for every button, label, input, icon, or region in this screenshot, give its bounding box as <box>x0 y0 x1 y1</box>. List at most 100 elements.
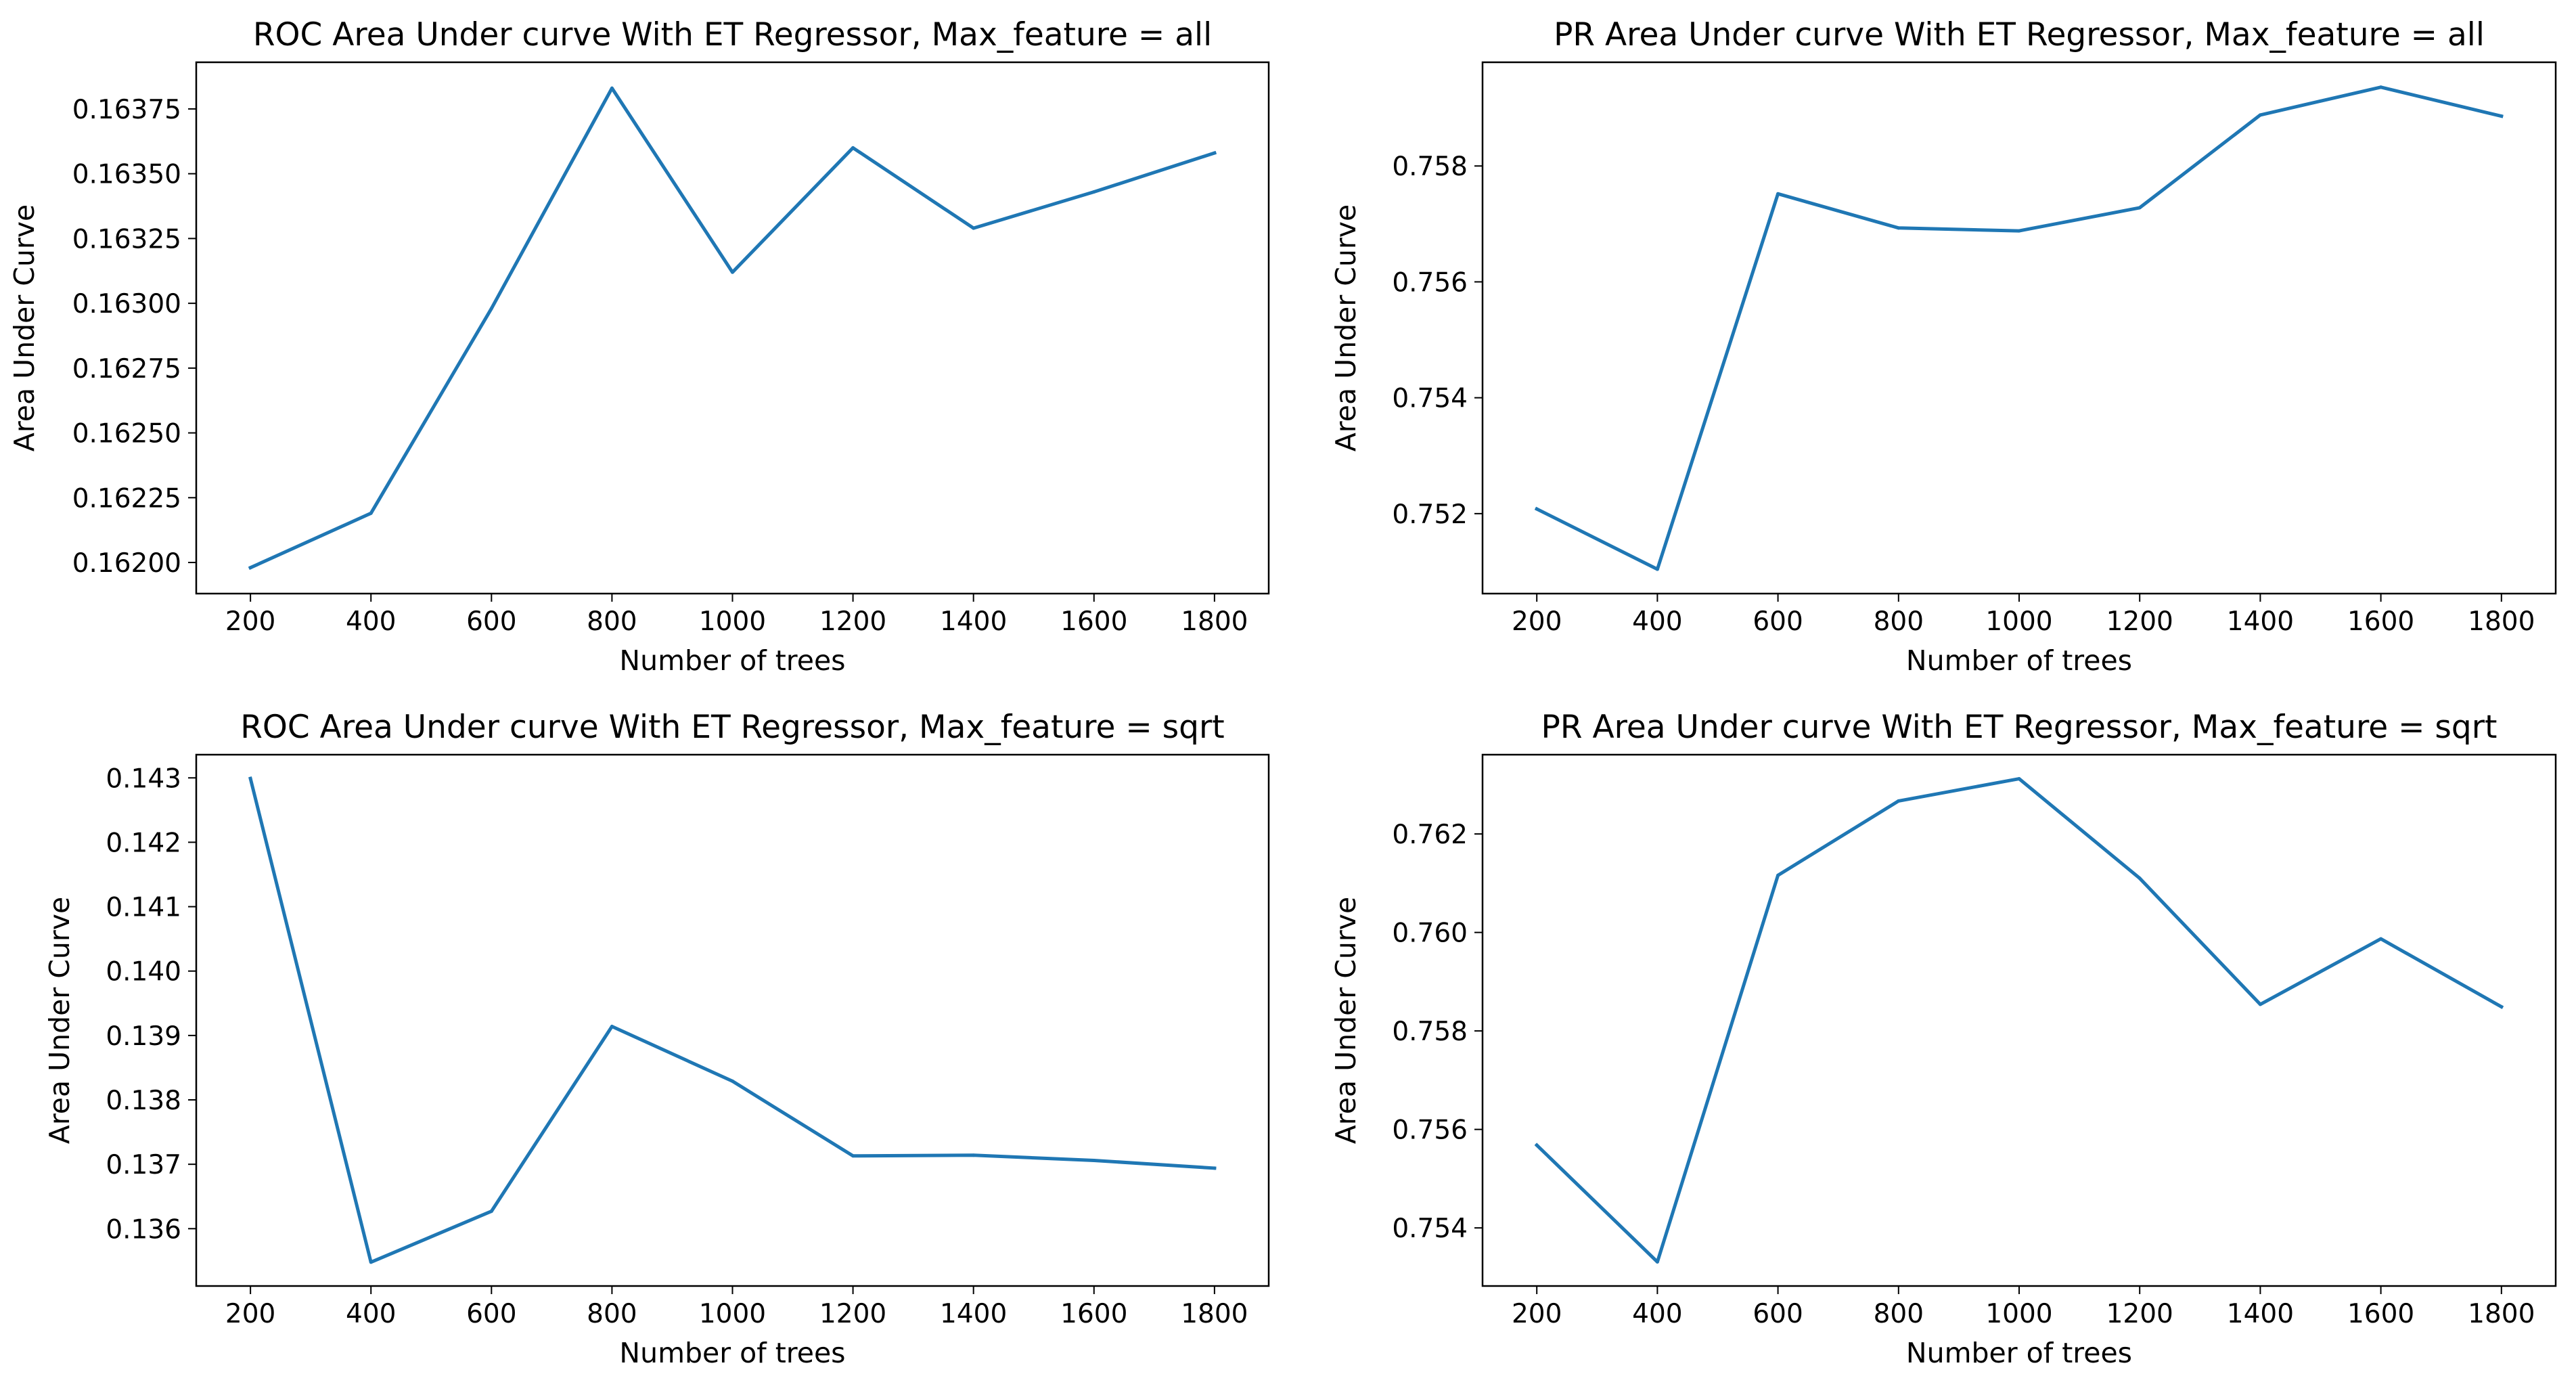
x-tick-label: 1000 <box>1985 606 2052 637</box>
data-point <box>731 270 734 274</box>
data-point <box>1897 799 1901 803</box>
chart-panel-4: PR Area Under curve With ET Regressor, M… <box>1330 709 2557 1369</box>
y-tick-label: 0.142 <box>106 828 181 858</box>
x-tick-label: 400 <box>1632 1299 1682 1329</box>
data-point <box>1092 1158 1096 1162</box>
y-tick-label: 0.752 <box>1392 500 1468 530</box>
data-point <box>1535 1143 1539 1147</box>
chart-panel-2: PR Area Under curve With ET Regressor, M… <box>1330 16 2557 677</box>
x-tick-label: 600 <box>1753 1299 1803 1329</box>
x-tick-label: 1800 <box>2468 1299 2535 1329</box>
y-tick-label: 0.16325 <box>72 224 181 254</box>
y-tick-label: 0.16375 <box>72 95 181 125</box>
x-tick-label: 600 <box>466 606 516 637</box>
y-axis-label: Area Under Curve <box>43 897 76 1144</box>
x-tick-label: 400 <box>346 606 396 637</box>
data-point <box>2500 1004 2504 1008</box>
y-axis-label: Area Under Curve <box>1330 204 1362 451</box>
data-point <box>610 1025 614 1029</box>
data-point <box>2017 229 2021 233</box>
data-point <box>1655 1260 1659 1264</box>
data-point <box>851 1154 855 1158</box>
y-tick-label: 0.16275 <box>72 354 181 384</box>
data-point <box>2379 85 2383 89</box>
x-axis-label: Number of trees <box>619 644 845 677</box>
y-tick-label: 0.143 <box>106 763 181 794</box>
y-axis-label: Area Under Curve <box>1330 897 1362 1144</box>
x-axis-label: Number of trees <box>619 1337 845 1369</box>
y-tick-label: 0.140 <box>106 957 181 988</box>
series-line <box>248 86 1217 571</box>
data-point <box>2258 1002 2262 1006</box>
chart-panel-3: ROC Area Under curve With ET Regressor, … <box>43 709 1270 1369</box>
x-tick-label: 1400 <box>940 606 1007 637</box>
data-point <box>2500 114 2504 118</box>
data-point <box>1776 192 1780 196</box>
y-tick-label: 0.760 <box>1392 918 1468 949</box>
data-point <box>1776 873 1780 877</box>
x-tick-label: 400 <box>1632 606 1682 637</box>
x-tick-label: 1200 <box>819 1299 886 1329</box>
data-point <box>248 776 252 780</box>
x-tick-label: 1600 <box>1060 1299 1127 1329</box>
data-point <box>2138 206 2142 210</box>
x-tick-label: 1200 <box>819 606 886 637</box>
x-tick-label: 800 <box>1874 1299 1924 1329</box>
y-tick-label: 0.141 <box>106 893 181 923</box>
y-tick-label: 0.754 <box>1392 1214 1468 1244</box>
y-axis-label: Area Under Curve <box>8 204 41 451</box>
data-point <box>1092 190 1096 194</box>
y-tick-label: 0.754 <box>1392 384 1468 414</box>
data-point <box>1535 507 1539 511</box>
data-point <box>972 226 976 230</box>
x-tick-label: 1800 <box>1181 606 1248 637</box>
data-point <box>731 1079 734 1083</box>
data-point <box>369 1260 373 1264</box>
data-point <box>1213 151 1217 155</box>
y-tick-label: 0.136 <box>106 1214 181 1245</box>
data-point <box>2017 777 2021 781</box>
x-tick-label: 1000 <box>1985 1299 2052 1329</box>
y-tick-label: 0.137 <box>106 1150 181 1180</box>
y-tick-label: 0.756 <box>1392 267 1468 298</box>
data-point <box>1655 567 1659 571</box>
x-tick-label: 200 <box>225 1299 275 1329</box>
series-line <box>248 776 1217 1264</box>
data-point <box>2138 877 2142 881</box>
x-tick-label: 200 <box>1512 1299 1562 1329</box>
y-tick-label: 0.139 <box>106 1021 181 1052</box>
chart-panel-1: ROC Area Under curve With ET Regressor, … <box>8 16 1270 677</box>
x-tick-label: 800 <box>587 606 637 637</box>
x-tick-label: 1400 <box>2227 606 2294 637</box>
x-tick-label: 1200 <box>2106 606 2173 637</box>
x-tick-label: 800 <box>587 1299 637 1329</box>
data-point <box>489 307 493 311</box>
x-tick-label: 1800 <box>2468 606 2535 637</box>
x-tick-label: 600 <box>1753 606 1803 637</box>
data-point <box>2258 113 2262 117</box>
y-tick-label: 0.758 <box>1392 1017 1468 1047</box>
data-point <box>1213 1166 1217 1170</box>
data-point <box>2379 937 2383 941</box>
plot-frame <box>195 753 1270 1287</box>
y-tick-label: 0.16350 <box>72 160 181 190</box>
x-tick-label: 1600 <box>2347 1299 2414 1329</box>
data-point <box>1897 226 1901 230</box>
y-tick-label: 0.16300 <box>72 289 181 319</box>
x-tick-label: 1000 <box>699 606 766 637</box>
y-tick-label: 0.16250 <box>72 419 181 449</box>
plot-frame <box>1481 753 2557 1287</box>
y-tick-label: 0.16200 <box>72 548 181 579</box>
x-tick-label: 1400 <box>2227 1299 2294 1329</box>
series-line <box>1534 85 2504 571</box>
x-tick-label: 1600 <box>1060 606 1127 637</box>
data-point <box>972 1153 976 1157</box>
series-line <box>1534 777 2504 1264</box>
x-tick-label: 200 <box>1512 606 1562 637</box>
x-tick-label: 600 <box>466 1299 516 1329</box>
y-tick-label: 0.16225 <box>72 483 181 514</box>
chart-title: ROC Area Under curve With ET Regressor, … <box>253 16 1212 53</box>
x-tick-label: 1200 <box>2106 1299 2173 1329</box>
x-tick-label: 200 <box>225 606 275 637</box>
